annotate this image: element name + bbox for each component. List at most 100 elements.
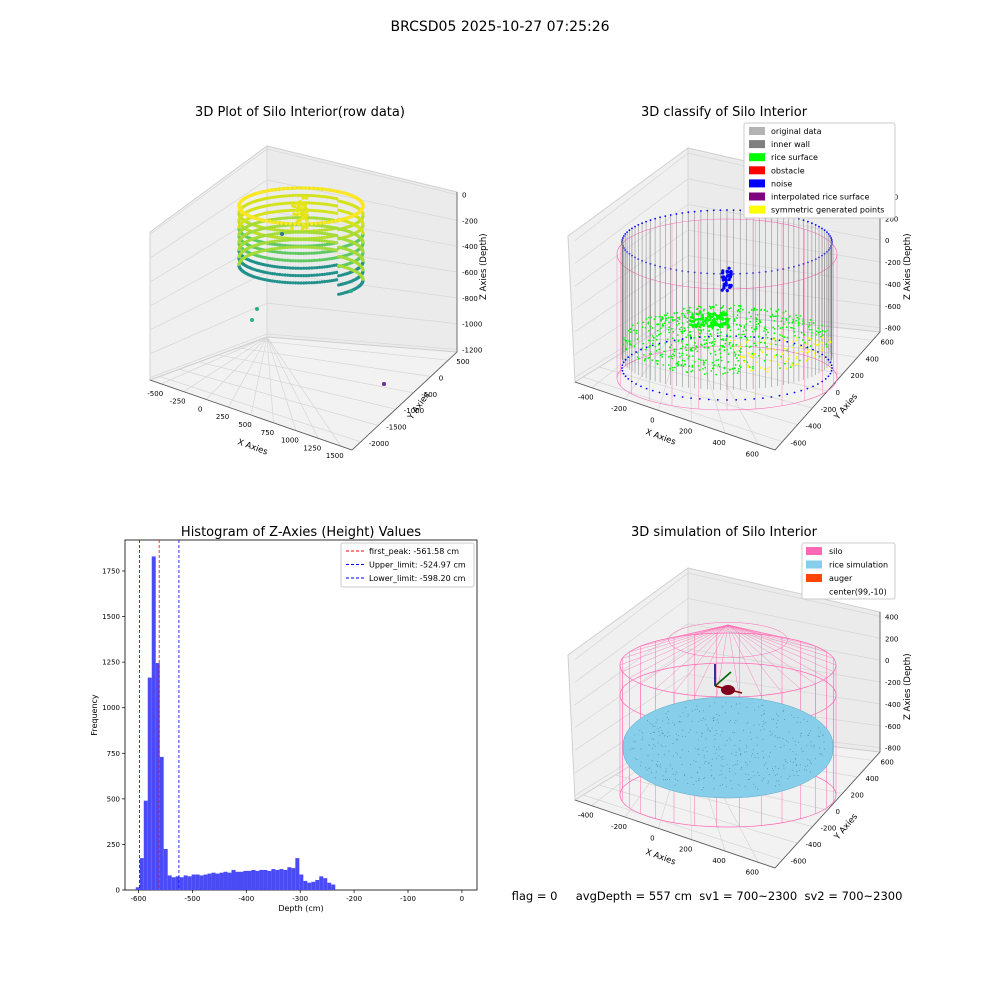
rice-simulation-point: [654, 725, 656, 727]
rice-simulation-point: [646, 769, 648, 771]
rice-simulation-point: [761, 704, 763, 706]
rice-surface-point: [702, 368, 704, 370]
noise-point: [712, 209, 715, 212]
raw-point: [302, 251, 306, 256]
noise-point: [645, 387, 648, 390]
noise-point: [622, 372, 625, 375]
rice-simulation-point: [702, 717, 704, 719]
raw-point: [280, 221, 284, 225]
rice-simulation-point: [779, 737, 781, 739]
raw-point: [304, 274, 308, 278]
raw-point: [280, 265, 284, 269]
z-tick-label: -800: [462, 295, 478, 303]
rice-surface-point: [633, 329, 635, 332]
rice-surface-point: [667, 328, 670, 331]
rice-simulation-point: [734, 744, 736, 746]
rice-surface-point: [766, 310, 769, 313]
rice-simulation-point: [690, 764, 692, 766]
rice-surface-point: [773, 354, 775, 357]
rice-surface-point: [788, 315, 791, 318]
rice-simulation-point: [672, 743, 674, 744]
rice-simulation-point: [821, 754, 823, 756]
raw-point: [278, 250, 282, 254]
rice-surface-point: [786, 347, 789, 350]
rice-surface-point: [720, 356, 722, 359]
rice-simulation-point: [754, 709, 756, 711]
raw-point: [280, 216, 284, 220]
raw-point: [325, 247, 329, 251]
rice-simulation-point: [722, 784, 724, 786]
rice-simulation-point: [759, 729, 761, 731]
raw-point: [302, 238, 306, 242]
rice-surface-point: [711, 305, 714, 308]
rice-surface-point: [666, 338, 669, 341]
noise-point: [621, 237, 624, 239]
rice-surface-point: [651, 327, 654, 329]
rice-simulation-point: [782, 711, 784, 712]
raw-point: [288, 251, 292, 255]
rice-simulation-point: [810, 730, 812, 732]
rice-surface-point: [702, 363, 705, 366]
raw-point: [264, 219, 269, 223]
rice-simulation-point: [679, 716, 681, 718]
legend-swatch: [749, 205, 765, 214]
rice-surface-point: [688, 365, 691, 368]
raw-point: [315, 201, 319, 205]
rice-surface-point: [707, 346, 710, 349]
rice-surface-point: [689, 348, 692, 351]
rice-surface-point: [642, 342, 645, 345]
noise-point: [693, 210, 696, 213]
rice-surface-point: [658, 348, 661, 351]
grid-line: [582, 376, 783, 442]
raw-point: [273, 232, 277, 236]
y-tick-label: 600: [881, 758, 894, 766]
rice-surface-point: [692, 319, 695, 323]
histogram-bar: [291, 868, 296, 891]
rice-surface-point: [711, 345, 714, 347]
rice-simulation-point: [776, 727, 778, 728]
rice-simulation-point: [695, 705, 697, 707]
raw-point: [280, 273, 284, 277]
rice-surface-point: [755, 320, 758, 323]
rice-surface-point: [652, 339, 655, 342]
rice-simulation-point: [702, 732, 704, 734]
y-tick-label: -1500: [386, 424, 406, 432]
rice-simulation-point: [715, 752, 717, 754]
rice-simulation-point: [730, 780, 732, 782]
rice-surface-point: [697, 328, 700, 331]
y-tick-label: 0: [836, 808, 840, 816]
rice-simulation-point: [698, 779, 700, 781]
axis-y-sim: [774, 751, 881, 869]
x-tick-label: -200: [611, 823, 627, 831]
rice-simulation-point: [661, 730, 663, 732]
rice-surface-point: [808, 339, 811, 342]
histogram-bar: [223, 871, 228, 890]
rice-simulation-point: [705, 738, 707, 740]
rice-surface-point: [821, 324, 823, 326]
raw-point: [328, 210, 332, 214]
rice-simulation-point: [803, 719, 805, 720]
rice-simulation-point: [806, 744, 808, 746]
grid-line: [149, 179, 268, 259]
raw-point: [330, 188, 334, 193]
rice-surface-point: [722, 373, 724, 375]
rice-surface-point: [656, 323, 659, 326]
rice-simulation-point: [667, 719, 669, 721]
rice-surface-point: [691, 369, 694, 372]
rice-surface-point: [718, 348, 721, 351]
rice-surface-point: [644, 348, 647, 351]
z-tick-label: 0: [885, 657, 889, 665]
rice-simulation-point: [762, 720, 764, 722]
rice-surface-point: [769, 343, 772, 346]
rice-surface-point: [636, 338, 639, 341]
noise-point: [762, 337, 764, 339]
raw-point: [325, 272, 329, 276]
raw-point: [304, 266, 308, 270]
rice-simulation-point: [642, 736, 644, 738]
rice-surface-point: [726, 322, 729, 325]
rice-simulation-point: [761, 780, 763, 782]
rice-surface-point: [783, 323, 785, 325]
rice-surface-point: [701, 313, 704, 317]
rice-surface-point: [788, 357, 790, 360]
rice-simulation-point: [782, 738, 784, 740]
